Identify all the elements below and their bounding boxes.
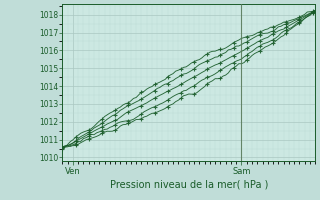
X-axis label: Pression niveau de la mer( hPa ): Pression niveau de la mer( hPa ) [110,180,268,190]
